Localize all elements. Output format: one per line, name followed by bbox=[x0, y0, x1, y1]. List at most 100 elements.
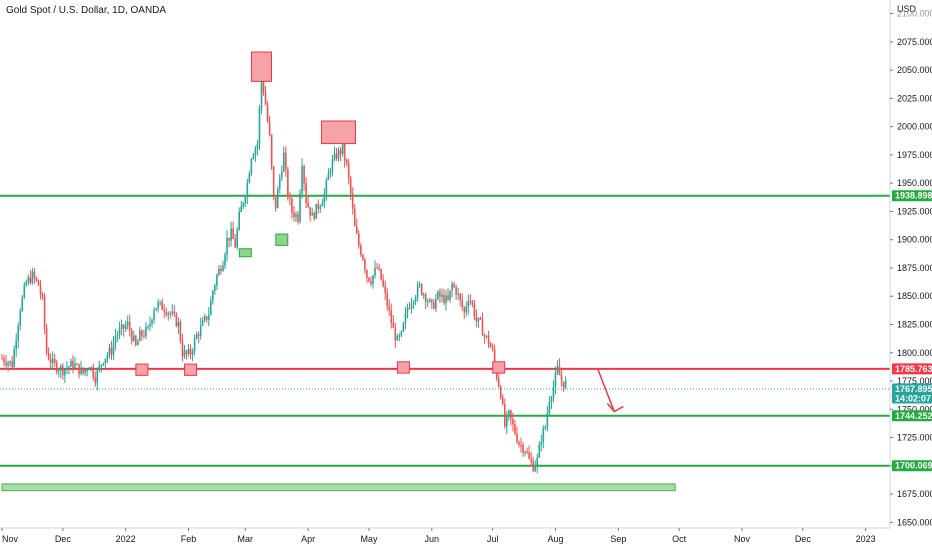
candle-body bbox=[45, 327, 48, 354]
candle-body bbox=[193, 338, 196, 352]
candle-body bbox=[240, 206, 243, 213]
chart-title: Gold Spot / U.S. Dollar, 1D, OANDA bbox=[6, 5, 167, 16]
candle-body bbox=[256, 144, 259, 149]
y-tick-label: 2075.000 bbox=[897, 37, 932, 47]
candle-body bbox=[92, 367, 95, 378]
candle-body bbox=[437, 291, 439, 300]
x-tick-label: Jun bbox=[425, 534, 440, 544]
candle-body bbox=[376, 267, 378, 269]
candle-body bbox=[201, 320, 204, 326]
x-tick-label: 2023 bbox=[856, 534, 876, 544]
candle-body bbox=[242, 202, 245, 207]
red-marker-box bbox=[396, 361, 410, 374]
candle-body bbox=[157, 302, 159, 309]
candle-body bbox=[485, 335, 488, 337]
candle-body bbox=[512, 418, 514, 425]
candle-body bbox=[159, 301, 161, 303]
candle-body bbox=[173, 311, 176, 314]
y-tick-label: 2025.000 bbox=[897, 93, 932, 103]
candle-body bbox=[293, 212, 295, 218]
candle-body bbox=[1, 358, 3, 360]
candle-body bbox=[550, 397, 553, 403]
y-tick-label: 1975.000 bbox=[897, 150, 932, 160]
candle-body bbox=[179, 321, 182, 342]
candle-body bbox=[80, 367, 82, 375]
candle-body bbox=[333, 153, 336, 160]
y-tick-label: 1875.000 bbox=[897, 263, 932, 273]
candle-body bbox=[467, 300, 470, 308]
candle-body bbox=[183, 350, 186, 357]
current-price-tag-bg bbox=[892, 383, 932, 404]
candle-body bbox=[331, 159, 334, 171]
candle-body bbox=[560, 375, 563, 382]
green-marker-box bbox=[238, 248, 252, 258]
candle-body bbox=[463, 307, 466, 313]
x-tick-label: 2022 bbox=[116, 534, 136, 544]
candle-body bbox=[398, 335, 401, 337]
candle-body bbox=[497, 378, 500, 387]
candle-body bbox=[501, 397, 504, 405]
candle-body bbox=[238, 212, 241, 230]
candle-body bbox=[232, 228, 234, 239]
red-marker-box bbox=[321, 120, 357, 145]
candle-body bbox=[461, 299, 464, 308]
candle-body bbox=[13, 349, 15, 368]
candle-body bbox=[483, 335, 486, 337]
projection-arrowhead bbox=[606, 403, 624, 413]
candle-body bbox=[246, 182, 249, 197]
candle-body bbox=[360, 245, 362, 255]
candle-body bbox=[33, 271, 36, 278]
candle-body bbox=[177, 321, 180, 327]
candle-body bbox=[335, 153, 338, 159]
candle-body bbox=[556, 366, 559, 374]
candle-body bbox=[244, 196, 247, 203]
candle-body bbox=[402, 322, 405, 332]
candle-body bbox=[126, 321, 129, 326]
candle-body bbox=[128, 321, 131, 331]
candle-body bbox=[205, 316, 208, 320]
candle-body bbox=[384, 286, 386, 293]
level-tag-support-low-label: 1700.069 bbox=[895, 461, 932, 471]
candle-body bbox=[9, 361, 11, 363]
x-tick-label: Nov bbox=[734, 534, 751, 544]
level-tag-resistance-green-top-label: 1938.898 bbox=[895, 191, 932, 201]
candle-body bbox=[86, 370, 88, 372]
candle-body bbox=[408, 307, 411, 309]
candle-body bbox=[394, 327, 397, 341]
candle-body bbox=[297, 214, 299, 222]
level-tag-support-low-bg bbox=[892, 460, 932, 472]
candles bbox=[1, 71, 567, 474]
x-tick-label: Apr bbox=[301, 534, 315, 544]
candle-body bbox=[287, 169, 289, 198]
candle-body bbox=[428, 299, 431, 302]
candle-body bbox=[124, 325, 127, 329]
candle-body bbox=[258, 107, 261, 145]
y-tick-label: 1925.000 bbox=[897, 206, 932, 216]
candle-body bbox=[392, 322, 395, 328]
time-axis[interactable]: Nov Dec 2022 Feb Mar Apr May Jun Jul Aug Sep Oct Nov… bbox=[0, 527, 890, 544]
candle-body bbox=[108, 347, 111, 356]
candle-body bbox=[410, 304, 413, 309]
candle-body bbox=[151, 319, 153, 324]
candle-body bbox=[473, 303, 476, 317]
y-tick-label: 1900.000 bbox=[897, 235, 932, 245]
candle-body bbox=[207, 314, 210, 320]
candle-body bbox=[187, 348, 190, 355]
candle-body bbox=[544, 426, 547, 429]
candle-body bbox=[260, 76, 263, 108]
candle-body bbox=[15, 340, 17, 350]
candle-body bbox=[422, 294, 425, 296]
candle-body bbox=[228, 237, 230, 241]
candle-body bbox=[321, 202, 324, 207]
candle-body bbox=[524, 451, 526, 453]
markers bbox=[135, 51, 506, 376]
candle-body bbox=[25, 282, 28, 286]
candle-body bbox=[254, 148, 257, 156]
candle-body bbox=[366, 270, 368, 278]
candle-body bbox=[143, 335, 145, 337]
candle-body bbox=[479, 317, 482, 320]
candle-body bbox=[455, 286, 457, 295]
level-tag-support-label: 1744.252 bbox=[895, 411, 932, 421]
candle-body bbox=[412, 301, 415, 305]
